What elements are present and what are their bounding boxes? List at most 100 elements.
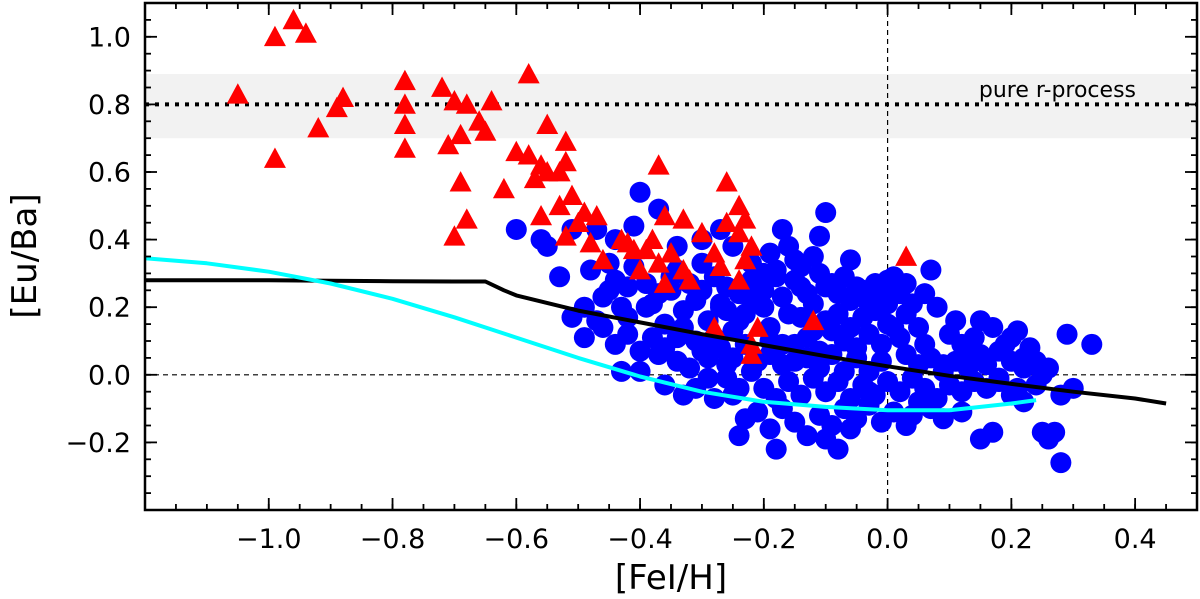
triangle-point [895,245,918,266]
y-tick-label: 0.2 [88,293,131,324]
circle-point [846,337,868,359]
circle-point [796,283,818,305]
circle-point [1081,333,1103,355]
triangle-point [517,144,540,165]
circle-point [784,411,806,433]
circle-point [901,404,923,426]
circle-point [679,357,701,379]
triangle-point [647,252,670,273]
y-tick-label: 0.6 [88,158,131,189]
triangle-point [431,76,454,97]
circle-point [839,249,861,271]
triangle-point [393,69,416,91]
triangle-point [474,120,497,141]
circle-point [765,438,787,460]
triangle-point [740,343,763,364]
triangle-point [653,204,676,226]
y-tick-label: 0.8 [88,90,131,121]
triangle-point [703,316,726,337]
triangle-point [672,208,695,229]
triangle-point [548,194,571,216]
x-tick-label: −0.2 [731,524,797,555]
triangle-point [660,242,682,263]
triangle-point [523,167,546,189]
circle-point [1050,452,1072,474]
circle-point [771,354,793,376]
circle-point [549,266,571,288]
triangle-point [294,22,317,43]
triangle-point [480,90,503,111]
triangle-point [530,204,553,226]
triangle-point [802,309,825,331]
circle-point [932,408,954,430]
circle-point [1056,323,1078,345]
circle-point [951,401,973,423]
triangle-point [653,272,676,293]
circle-point [654,337,676,359]
circle-point [926,296,948,318]
circle-point [623,215,645,237]
circle-point [908,316,930,338]
x-tick-label: −0.4 [607,524,673,555]
triangle-point [746,316,769,337]
triangle-point [536,113,559,135]
x-tick-label: 0.0 [866,524,909,555]
triangle-point [455,93,478,114]
triangle-point [263,147,286,168]
x-tick-label: −0.6 [484,524,550,555]
circle-point [629,340,651,362]
triangle-point [554,130,577,151]
model-curves-layer [144,256,1167,413]
plot-frame [143,1,1199,512]
circle-point [870,350,892,372]
circle-point [877,269,899,291]
triangle-point [449,123,472,145]
circle-point [951,333,973,355]
triangle-point [560,184,583,206]
circle-point [889,327,911,349]
circle-point [610,296,632,318]
triangle-point [437,133,460,155]
triangle-point [393,113,416,135]
circle-point [778,303,800,325]
triangle-point [715,211,738,233]
circle-point [839,418,861,440]
circle-point [536,235,558,257]
triangle-point [449,171,472,192]
circle-point [573,327,595,349]
circle-point [920,259,942,281]
circle-point [1000,327,1022,349]
circle-point [833,360,855,382]
circle-point [889,381,911,403]
y-tick-label: 0.4 [88,225,131,256]
circle-point [747,401,769,423]
triangle-point [554,225,577,246]
triangle-point [455,208,478,229]
circle-point [771,218,793,240]
triangle-point [728,269,751,290]
circle-point [753,296,775,318]
y-tick-label: 0.0 [88,360,131,391]
circle-point [778,371,800,393]
circle-point [617,323,639,345]
circle-point [1044,421,1066,443]
triangle-point [443,225,466,246]
circle-point [505,218,527,240]
triangle-point [579,231,602,253]
y-axis-label: [Eu/Ba] [5,193,45,318]
circle-point [809,357,831,379]
triangle-point [709,255,732,276]
triangle-point [263,25,286,47]
circle-point [870,333,892,355]
circle-point [734,303,756,325]
circle-point [796,425,818,447]
triangle-point [492,177,515,199]
triangle-point [393,93,416,114]
circle-point [969,344,991,366]
circle-point [771,286,793,308]
triangle-point [226,83,249,104]
circle-point [728,425,750,447]
triangle-point [567,211,590,233]
triangle-point [734,248,757,270]
